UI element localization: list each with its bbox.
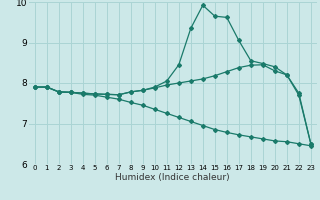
X-axis label: Humidex (Indice chaleur): Humidex (Indice chaleur)	[116, 173, 230, 182]
